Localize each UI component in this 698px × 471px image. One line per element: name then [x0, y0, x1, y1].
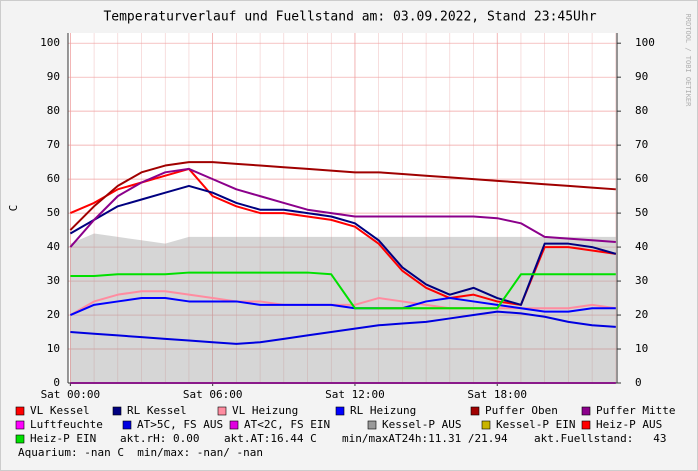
- line: [69, 297, 616, 316]
- legend-label: Heiz-P EIN: [30, 432, 96, 445]
- legend-swatch: [481, 420, 491, 430]
- y-tick-label: 90: [47, 70, 60, 83]
- y2-tick-label: 60: [635, 172, 648, 185]
- legend-swatch: [335, 406, 345, 416]
- legend-swatch: [581, 420, 591, 430]
- legend-swatch: [15, 420, 25, 430]
- x-tick-label: Sat 00:00: [41, 388, 101, 401]
- legend-note: akt.Fuellstand: 43: [534, 432, 666, 445]
- line: [69, 167, 616, 248]
- line: [70, 310, 616, 345]
- legend-label: Kessel-P EIN: [496, 418, 575, 431]
- legend-swatch: [581, 406, 591, 416]
- plot-area: [68, 33, 617, 383]
- legend-label: AT<2C, FS EIN: [244, 418, 330, 431]
- y-tick-label: 80: [47, 104, 60, 117]
- legend-swatch: [217, 406, 227, 416]
- y2-tick-label: 90: [635, 70, 648, 83]
- y2-tick-label: 20: [635, 308, 648, 321]
- x-tick-label: Sat 12:00: [325, 388, 385, 401]
- legend-label: VL Kessel: [30, 404, 90, 417]
- legend-swatch: [229, 420, 239, 430]
- y-tick-label: 70: [47, 138, 60, 151]
- y2-tick-label: 50: [635, 206, 648, 219]
- legend-swatch: [112, 406, 122, 416]
- legend-label: RL Heizung: [350, 404, 416, 417]
- y-tick-label: 20: [47, 308, 60, 321]
- chart-title: Temperaturverlauf und Fuellstand am: 03.…: [103, 10, 596, 25]
- y2-tick-label: 100: [635, 36, 655, 49]
- y2-tick-label: 70: [635, 138, 648, 151]
- area: [70, 233, 616, 383]
- x-tick-label: Sat 06:00: [183, 388, 243, 401]
- y-tick-label: 100: [40, 36, 60, 49]
- y-tick-label: 10: [47, 342, 60, 355]
- y2-tick-label: 40: [635, 240, 648, 253]
- y2-tick-label: 30: [635, 274, 648, 287]
- legend-note: akt.AT:16.44 C: [224, 432, 317, 445]
- legend-note: akt.rH: 0.00: [120, 432, 199, 445]
- y-tick-label: 60: [47, 172, 60, 185]
- legend-label: RL Kessel: [127, 404, 187, 417]
- legend-swatch: [15, 434, 25, 444]
- legend-swatch: [367, 420, 377, 430]
- line: [70, 271, 616, 310]
- legend-note: Aquarium: -nan C min/max: -nan/ -nan: [18, 446, 263, 459]
- legend-label: Heiz-P AUS: [596, 418, 662, 431]
- legend-label: Puffer Mitte: [596, 404, 675, 417]
- legend-label: AT>5C, FS AUS: [137, 418, 223, 431]
- legend-swatch: [470, 406, 480, 416]
- legend-label: Luftfeuchte: [30, 418, 103, 431]
- legend-swatch: [15, 406, 25, 416]
- y-axis-label: C: [7, 205, 20, 212]
- legend-note: min/maxAT24h:11.31 /21.94: [342, 432, 508, 445]
- legend-swatch: [122, 420, 132, 430]
- y2-tick-label: 10: [635, 342, 648, 355]
- legend-label: Kessel-P AUS: [382, 418, 461, 431]
- y-tick-label: 50: [47, 206, 60, 219]
- y-tick-label: 40: [47, 240, 60, 253]
- y2-tick-label: 0: [635, 376, 642, 389]
- legend-label: VL Heizung: [232, 404, 298, 417]
- y2-tick-label: 80: [635, 104, 648, 117]
- y-tick-label: 0: [53, 376, 60, 389]
- line: [69, 184, 617, 306]
- watermark: RRDTOOL / TOBI OETIKER: [684, 14, 692, 108]
- legend-label: Puffer Oben: [485, 404, 558, 417]
- x-tick-label: Sat 18:00: [467, 388, 527, 401]
- line: [69, 161, 616, 231]
- y-tick-label: 30: [47, 274, 60, 287]
